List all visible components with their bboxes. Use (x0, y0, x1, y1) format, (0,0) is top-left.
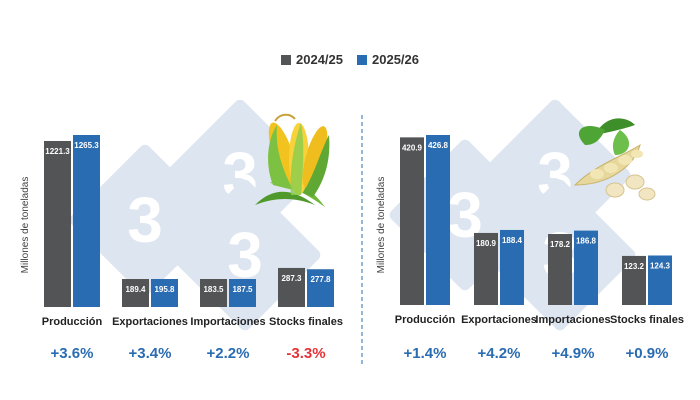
category-label: Exportaciones (112, 316, 188, 328)
legend-label-2025-26: 2025/26 (372, 52, 419, 67)
change-label: +2.2% (207, 345, 250, 362)
bar-2024-25 (474, 232, 498, 305)
category-label: Stocks finales (610, 314, 684, 326)
change-label: +3.4% (129, 345, 172, 362)
category-label: Producción (42, 316, 103, 328)
change-label: -3.3% (286, 345, 325, 362)
bar-2025-26 (229, 279, 256, 307)
change-label: +3.6% (51, 345, 94, 362)
bar-2025-26 (500, 229, 524, 305)
bar-2024-25 (400, 137, 424, 305)
bar-value-label: 287.3 (281, 274, 302, 283)
change-label: +1.4% (404, 345, 447, 362)
bar-value-label: 186.8 (576, 237, 597, 246)
bar-value-label: 189.4 (125, 285, 146, 294)
chart-panel-2: Millones de toneladas 420.9 426.8 Producció… (376, 135, 684, 362)
y-axis-label: Millones de toneladas (20, 177, 31, 274)
bar-2024-25 (122, 279, 149, 307)
legend-swatch-2024-25 (281, 54, 291, 65)
corn-icon (255, 113, 330, 207)
change-label: +0.9% (626, 345, 669, 362)
bar-value-label: 178.2 (550, 240, 571, 249)
change-label: +4.9% (552, 345, 595, 362)
category-label: Importaciones (190, 316, 265, 328)
bar-value-label: 277.8 (310, 275, 331, 284)
bar-2025-26 (73, 135, 100, 307)
soybean-icon (573, 118, 656, 201)
bar-2025-26 (648, 255, 672, 305)
y-axis-label: Millones de toneladas (376, 177, 387, 274)
category-label: Exportaciones (461, 314, 537, 326)
change-label: +4.2% (478, 345, 521, 362)
legend-swatch-2025-26 (357, 54, 367, 65)
bar-2024-25 (200, 279, 227, 307)
bar-2024-25 (278, 267, 305, 307)
bar-2024-25 (44, 140, 71, 307)
category-label: Importaciones (535, 314, 610, 326)
bar-value-label: 1221.3 (45, 147, 70, 156)
bar-2025-26 (307, 269, 334, 307)
bar-value-label: 180.9 (476, 239, 497, 248)
legend: 2024/25 2025/26 (0, 52, 700, 67)
bar-value-label: 123.2 (624, 262, 645, 271)
bar-value-label: 420.9 (402, 143, 423, 152)
bar-2025-26 (574, 230, 598, 305)
bar-value-label: 183.5 (203, 285, 224, 294)
svg-text:3: 3 (127, 184, 163, 256)
bar-2024-25 (548, 234, 572, 305)
legend-label-2024-25: 2024/25 (296, 52, 343, 67)
bar-value-label: 195.8 (154, 285, 175, 294)
bar-value-label: 124.3 (650, 261, 671, 270)
legend-item-2025-26: 2025/26 (357, 52, 419, 67)
legend-item-2024-25: 2024/25 (281, 52, 343, 67)
bar-2025-26 (426, 135, 450, 305)
category-label: Stocks finales (269, 316, 343, 328)
bar-2024-25 (622, 255, 646, 305)
bar-value-label: 187.5 (232, 285, 253, 294)
bar-2025-26 (151, 279, 178, 307)
bar-value-label: 1265.3 (74, 141, 99, 150)
bar-value-label: 426.8 (428, 141, 449, 150)
category-label: Producción (395, 314, 456, 326)
bar-value-label: 188.4 (502, 236, 523, 245)
chart-panel-1: Millones de toneladas 1221.3 1265.3 Producc… (20, 135, 343, 362)
